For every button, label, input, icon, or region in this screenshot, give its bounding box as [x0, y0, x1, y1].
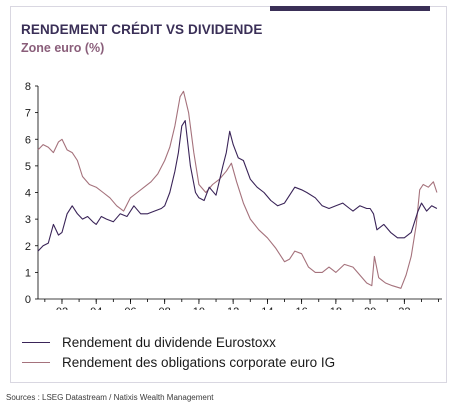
y-tick-label: 0 — [25, 294, 31, 306]
x-tick-label: 10 — [193, 306, 205, 310]
y-tick-label: 1 — [25, 267, 31, 279]
corporate-yield-line — [37, 90, 438, 289]
header-accent-bar — [270, 6, 430, 11]
x-tick-label: 08 — [159, 306, 171, 310]
chart-title: RENDEMENT CRÉDIT VS DIVIDENDE — [21, 22, 263, 37]
legend-item-dividend: Rendement du dividende Eurostoxx — [22, 332, 335, 352]
chart-legend: Rendement du dividende Eurostoxx Rendeme… — [22, 332, 335, 372]
y-tick-label: 5 — [25, 161, 31, 173]
y-tick-label: 4 — [25, 188, 31, 200]
chart-subtitle: Zone euro (%) — [21, 41, 105, 55]
line-chart: 0123456780204060810121416182022 — [25, 81, 442, 310]
x-tick-label: 22 — [398, 306, 410, 310]
x-tick-label: 20 — [364, 306, 376, 310]
x-tick-label: 12 — [227, 306, 239, 310]
x-tick-label: 18 — [330, 306, 342, 310]
legend-swatch-corporate — [22, 361, 50, 363]
x-tick-label: 14 — [261, 306, 273, 310]
legend-item-corporate: Rendement des obligations corporate euro… — [22, 352, 335, 372]
x-tick-label: 16 — [296, 306, 308, 310]
source-note: Sources : LSEG Datastream / Natixis Weal… — [6, 393, 214, 402]
y-tick-label: 3 — [25, 214, 31, 226]
y-tick-label: 2 — [25, 241, 31, 253]
dividend-yield-line — [37, 120, 438, 252]
y-tick-label: 6 — [25, 134, 31, 146]
chart-frame — [10, 6, 447, 383]
x-tick-label: 04 — [90, 306, 102, 310]
legend-swatch-dividend — [22, 341, 50, 343]
y-tick-label: 7 — [25, 108, 31, 120]
x-tick-label: 06 — [124, 306, 136, 310]
y-tick-label: 8 — [25, 81, 31, 93]
legend-label-dividend: Rendement du dividende Eurostoxx — [62, 334, 276, 350]
x-tick-label: 02 — [56, 306, 68, 310]
legend-label-corporate: Rendement des obligations corporate euro… — [62, 354, 336, 370]
